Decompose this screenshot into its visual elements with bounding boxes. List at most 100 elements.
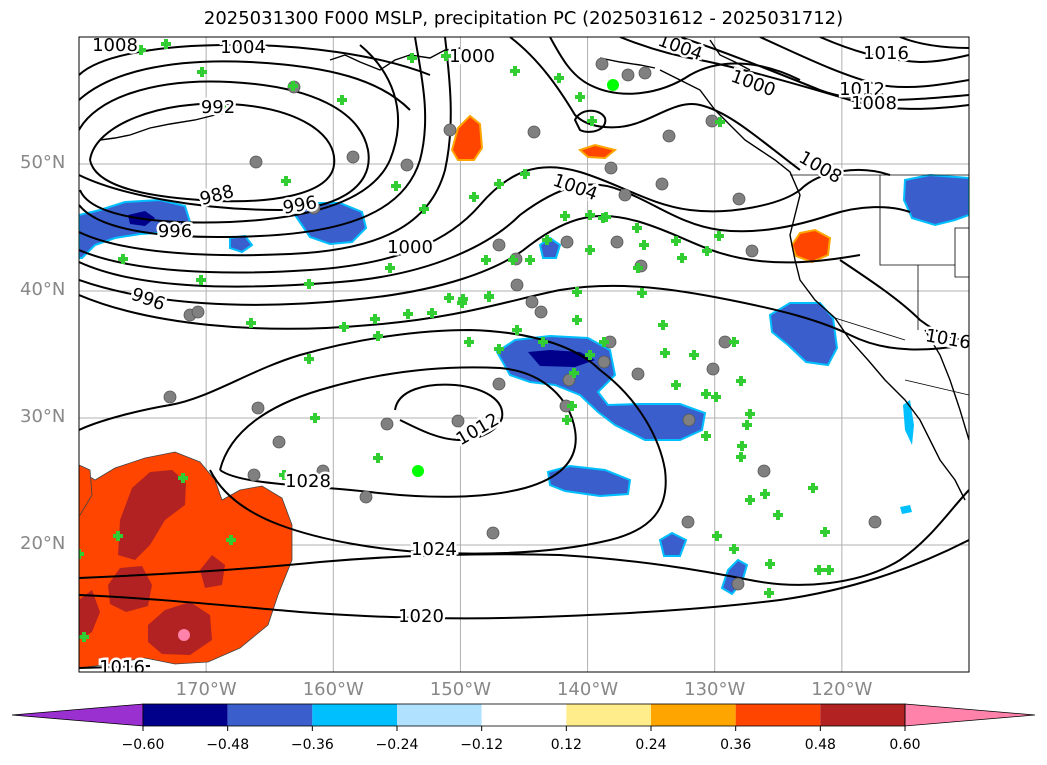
isobar-label: 1020: [398, 606, 444, 627]
station-circle: [451, 414, 465, 428]
station-cross: [639, 240, 649, 250]
station-cross: [304, 279, 314, 289]
precip-strong-3: [148, 602, 212, 655]
station-cross: [391, 181, 401, 191]
station-circle: [492, 238, 506, 252]
lat-tick-label: 30°N: [20, 406, 66, 427]
station-circle: [745, 244, 759, 258]
precip-positive-3: [578, 143, 618, 160]
isobar-label: 1028: [285, 471, 331, 492]
precip-negative-1: [79, 198, 192, 259]
isobar-label: 1008: [92, 35, 138, 56]
colorbar-segment: [312, 704, 397, 726]
station-circle: [638, 66, 652, 80]
station-cross: [226, 535, 236, 545]
station-cross: [373, 331, 383, 341]
station-cross: [701, 389, 711, 399]
colorbar-tick-label: −0.24: [375, 737, 419, 753]
station-cross: [370, 314, 380, 324]
station-cross: [161, 39, 171, 49]
station-cross: [572, 315, 582, 325]
station-cross: [288, 81, 298, 91]
lon-tick-label: 130°W: [684, 679, 746, 700]
isobar-label: 1000: [387, 237, 433, 258]
station-cross: [512, 325, 522, 335]
lon-tick-label: 160°W: [302, 679, 364, 700]
isobar-label: 996: [158, 221, 192, 242]
station-cross: [407, 53, 417, 63]
station-cross: [585, 350, 595, 360]
colorbar-tick-label: 0.24: [635, 737, 667, 753]
station-circle: [732, 192, 746, 206]
station-circle: [527, 125, 541, 139]
station-circle: [595, 57, 609, 71]
station-cross: [599, 337, 609, 347]
station-cross: [729, 337, 739, 347]
lat-tick-label: 20°N: [20, 533, 66, 554]
station-cross: [373, 453, 383, 463]
station-cross: [820, 527, 830, 537]
station-cross: [715, 117, 725, 127]
station-cross: [385, 263, 395, 273]
station-cross: [701, 431, 711, 441]
colorbar-segment: [651, 704, 736, 726]
map-frame: [78, 36, 970, 673]
colorbar-tick-label: 0.36: [720, 737, 752, 753]
colorbar-tick-label: 0.60: [889, 737, 921, 753]
station-cross: [773, 510, 783, 520]
colorbar-tick-label: −0.12: [460, 737, 504, 753]
station-cross: [562, 415, 572, 425]
station-cross: [554, 73, 564, 83]
station-circle: [486, 526, 500, 540]
precip-negative-10: [902, 173, 969, 227]
station-circle: [604, 161, 618, 175]
station-cross: [658, 320, 668, 330]
station-cross: [745, 495, 755, 505]
station-cross: [712, 531, 722, 541]
station-circle: [400, 158, 414, 172]
station-cross: [765, 559, 775, 569]
station-circle: [247, 468, 261, 482]
lon-tick-label: 140°W: [556, 679, 619, 700]
station-cross: [633, 263, 643, 273]
station-circle: [272, 435, 286, 449]
station-cross: [736, 452, 746, 462]
station-circle: [251, 401, 265, 415]
station-cross: [585, 210, 595, 220]
station-cross: [136, 45, 146, 55]
station-circle: [618, 188, 632, 202]
isobar-label: 1008: [851, 93, 897, 114]
colorbar-tick-label: −0.36: [290, 737, 334, 753]
colorbar-tick-label: 0.48: [804, 737, 836, 753]
station-cross: [742, 420, 752, 430]
station-cross: [569, 368, 579, 378]
station-cross: [79, 549, 84, 559]
colorbar-segment: [735, 704, 821, 726]
station-cross: [745, 409, 755, 419]
station-cross: [587, 116, 597, 126]
station-cross: [118, 254, 128, 264]
station-cross: [458, 294, 468, 304]
isobar-label: 1004: [220, 37, 266, 58]
station-cross: [714, 231, 724, 241]
station-circle: [359, 490, 373, 504]
station-cross: [677, 253, 687, 263]
station-cross: [178, 473, 188, 483]
station-cross: [520, 169, 530, 179]
station-cross: [196, 275, 206, 285]
station-circle: [163, 390, 177, 404]
lat-tick-label: 40°N: [20, 279, 66, 300]
station-cross: [711, 392, 721, 402]
isobar-label: 1016: [863, 43, 909, 64]
station-cross: [572, 287, 582, 297]
station-cross: [525, 255, 535, 265]
station-circle: [731, 577, 745, 591]
station-cross: [729, 544, 739, 554]
station-circle: [662, 129, 676, 143]
colorbar-segment: [227, 704, 313, 726]
political-borders: [790, 174, 969, 396]
station-circle: [681, 515, 695, 529]
station-cross: [310, 413, 320, 423]
station-dot: [607, 79, 619, 91]
